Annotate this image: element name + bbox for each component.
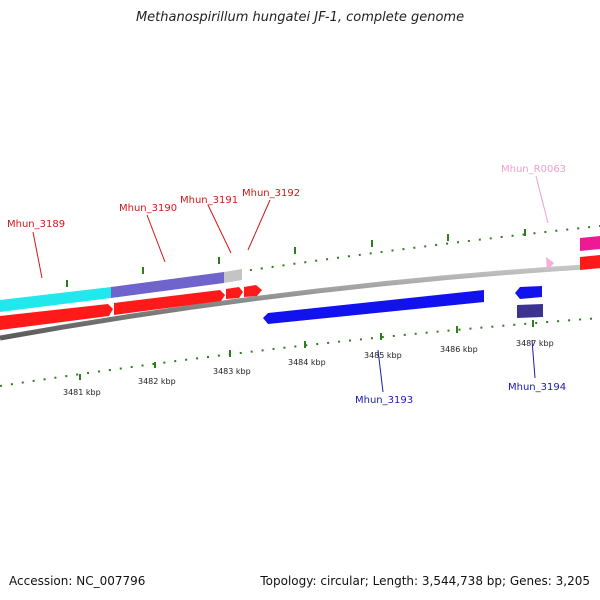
gene-mhun-3191 [226, 287, 243, 299]
major-ticks [66, 229, 534, 380]
leader-line-3191 [207, 204, 232, 254]
tick-label-3483: 3483 kbp [213, 367, 251, 376]
gene-label-mhun-3189: Mhun_3189 [7, 219, 65, 230]
gene-mhun-3194-lower [517, 304, 543, 318]
tick-label-3481: 3481 kbp [63, 388, 101, 397]
leader-line-3193 [377, 349, 384, 393]
genome-title: Methanospirillum hungatei JF-1, complete… [135, 10, 465, 25]
gene-mhun-3190 [114, 290, 225, 315]
gene-mhun-3194 [515, 286, 542, 299]
leader-line-3194 [531, 339, 536, 379]
gene-mhun-3189 [0, 304, 113, 330]
gene-label-mhun-3191: Mhun_3191 [180, 195, 238, 206]
gene-label-mhun-3190: Mhun_3190 [119, 203, 177, 214]
gene-mhun-3193 [263, 290, 484, 324]
tick-label-3487: 3487 kbp [516, 339, 554, 348]
gene-mhun-3190-upper [111, 272, 224, 298]
leader-line-r0063 [535, 175, 549, 224]
gene-label-mhun-3192: Mhun_3192 [242, 188, 300, 199]
genome-summary-text: Topology: circular; Length: 3,544,738 bp… [260, 574, 590, 588]
gene-label-mhun-3194: Mhun_3194 [508, 382, 566, 393]
inner-scale-track [0, 317, 600, 387]
genome-backbone [0, 263, 600, 341]
gene-far-right-magenta [580, 236, 600, 251]
gene-mhun-r0063 [546, 257, 554, 271]
leader-line-3189 [32, 231, 43, 279]
gene-label-mhun-3193: Mhun_3193 [355, 395, 413, 406]
gene-mhun-3191-upper [224, 269, 242, 283]
accession-text: Accession: NC_007796 [9, 574, 146, 588]
gene-mhun-3192 [244, 285, 262, 297]
scale-labels: 3481 kbp 3482 kbp 3483 kbp 3484 kbp 3485… [63, 339, 554, 397]
tick-label-3486: 3486 kbp [440, 345, 478, 354]
gene-mhun-3189-upper [0, 287, 111, 312]
tick-label-3484: 3484 kbp [288, 358, 326, 367]
tick-label-3485: 3485 kbp [364, 351, 402, 360]
leader-line-3192 [247, 199, 271, 251]
gene-far-right-red [580, 255, 600, 270]
tick-label-3482: 3482 kbp [138, 377, 176, 386]
leader-lines [32, 175, 549, 393]
gene-label-mhun-r0063: Mhun_R0063 [501, 164, 566, 175]
leader-line-3190 [146, 214, 166, 263]
